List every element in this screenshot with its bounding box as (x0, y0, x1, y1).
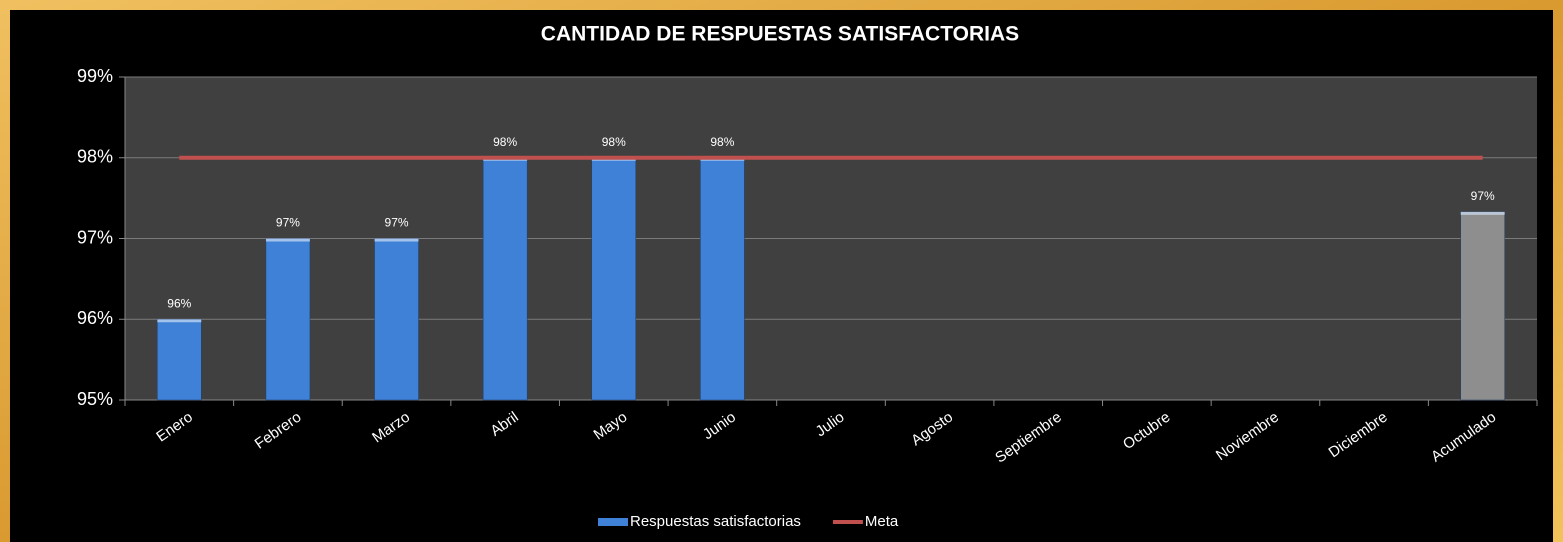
value-label: 98% (493, 135, 517, 149)
y-tick-label: 96% (77, 308, 113, 328)
value-label: 97% (385, 216, 409, 230)
y-tick-label: 99% (77, 66, 113, 86)
bar (700, 157, 745, 401)
bar (374, 238, 419, 401)
value-label: 97% (276, 216, 300, 230)
value-label: 97% (1471, 189, 1495, 203)
value-label: 96% (167, 296, 191, 310)
bar (1460, 211, 1505, 401)
bar (482, 157, 528, 401)
bar-cap (265, 238, 310, 242)
bar-cap (157, 319, 202, 323)
legend-label: Respuestas satisfactorias (630, 513, 801, 530)
legend-swatch (598, 518, 628, 526)
y-tick-label: 98% (77, 147, 113, 167)
bar (265, 238, 311, 401)
chart-title: CANTIDAD DE RESPUESTAS SATISFACTORIAS (541, 23, 1019, 46)
bar (591, 157, 637, 401)
legend-label: Meta (865, 513, 899, 530)
bar (157, 319, 202, 401)
bar-cap (1460, 211, 1505, 215)
value-label: 98% (710, 135, 734, 149)
value-label: 98% (602, 135, 626, 149)
y-tick-label: 97% (77, 227, 113, 247)
bar-cap (374, 238, 419, 242)
y-tick-label: 95% (77, 389, 113, 409)
